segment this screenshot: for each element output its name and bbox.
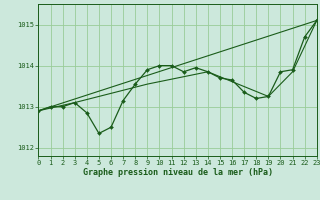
X-axis label: Graphe pression niveau de la mer (hPa): Graphe pression niveau de la mer (hPa) [83, 168, 273, 177]
